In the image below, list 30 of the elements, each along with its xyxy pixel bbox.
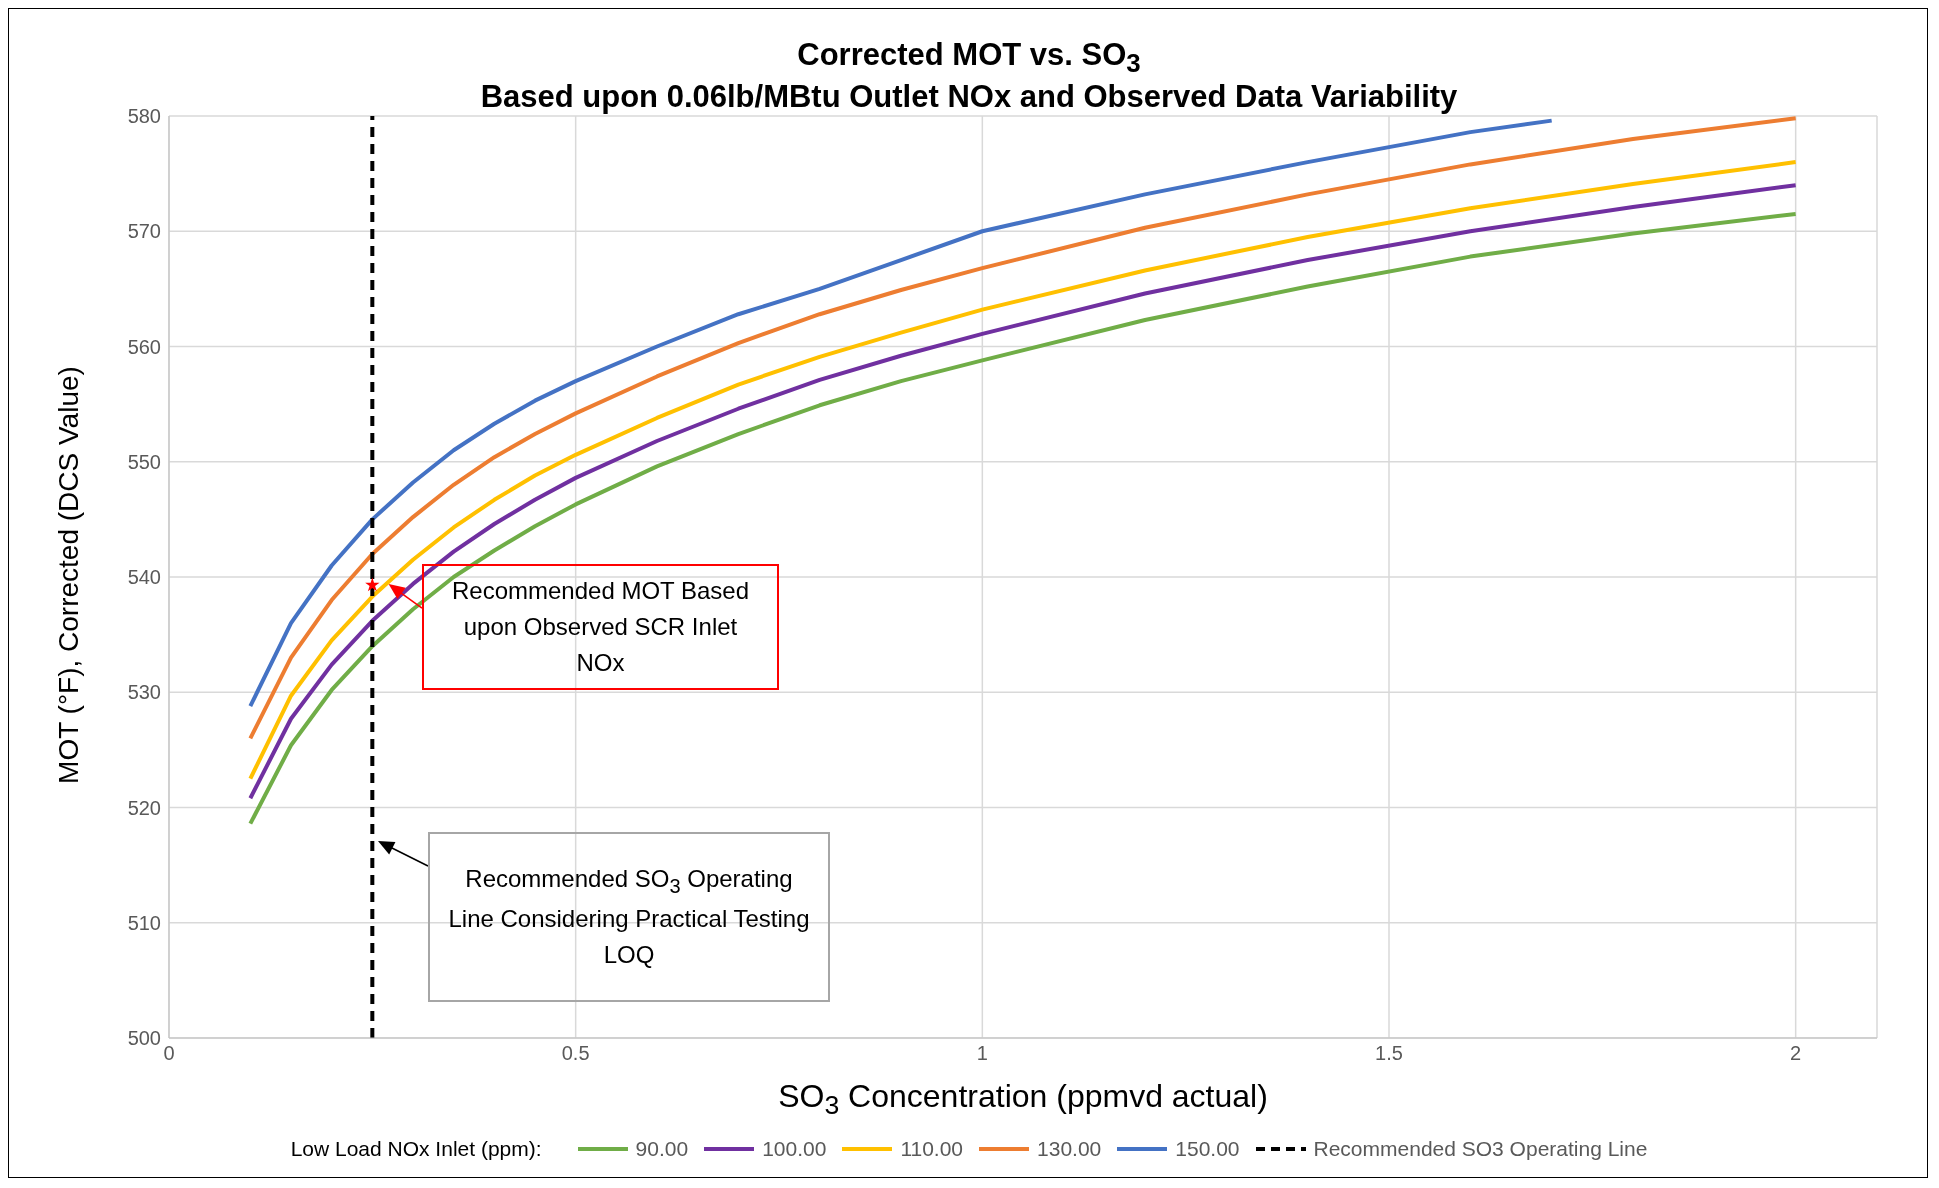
legend-title: Low Load NOx Inlet (ppm):: [290, 1137, 542, 1161]
chart-title: Corrected MOT vs. SO$_{3}$: [796, 37, 1142, 79]
legend-label: 150.00: [1175, 1137, 1240, 1161]
y-tick-label: 550: [127, 450, 161, 473]
y-tick-label: 570: [127, 220, 161, 243]
legend-label: 130.00: [1037, 1137, 1102, 1161]
y-tick-label: 520: [127, 796, 161, 819]
callout-box: Recommended SO$_{3}$ Operating Line Considering Practical Testing LOQ: [428, 832, 830, 1002]
annotation: Recommended SO$_{3}$ Operating Line Considering Practical Testing LOQ: [447, 864, 811, 970]
legend-label: Recommended SO3 Operating Line: [1313, 1137, 1648, 1161]
y-tick-label: 530: [127, 681, 161, 704]
y-tick-label: 560: [127, 335, 161, 358]
callout-box: Recommended MOT Based upon Observed SCR Inlet NOx: [422, 564, 779, 690]
y-axis-title: MOT (°F), Corrected (DCS Value): [53, 365, 85, 786]
legend-label: 90.00: [635, 1137, 689, 1161]
x-axis-title: SO$_{3}$ Concentration (ppmvd actual): [777, 1078, 1269, 1122]
chart-subtitle: Based upon 0.06lb/MBtu Outlet NOx and Observed Data Variability: [480, 79, 1458, 114]
x-tick-label: 1.5: [1375, 1042, 1403, 1065]
y-tick-label: 500: [127, 1027, 161, 1050]
x-tick-label: 0.5: [561, 1042, 590, 1065]
x-tick-label: 1: [976, 1042, 988, 1065]
y-tick-label: 540: [127, 566, 161, 589]
line-series: [248, 118, 1554, 709]
legend-label: 110.00: [900, 1137, 964, 1161]
legend-label: 100.00: [762, 1137, 827, 1161]
x-tick-label: 2: [1790, 1042, 1802, 1065]
y-tick-label: 580: [127, 105, 161, 128]
x-tick-label: 0: [163, 1042, 175, 1065]
annotation: Recommended MOT Based upon Observed SCR Inlet NOx: [451, 576, 750, 678]
y-tick-label: 510: [127, 911, 161, 934]
